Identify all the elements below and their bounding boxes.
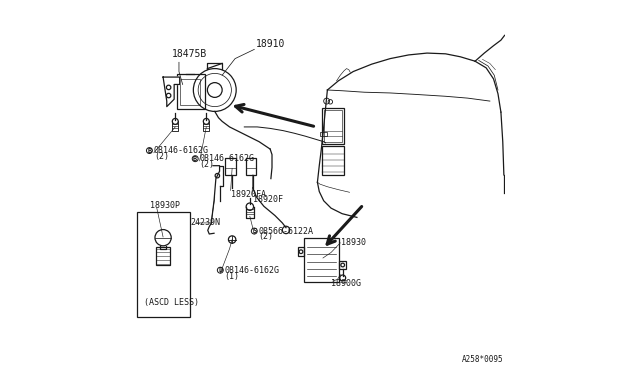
Text: 18920F: 18920F	[253, 195, 283, 204]
Text: 08146-6162G: 08146-6162G	[200, 154, 255, 163]
Bar	[322, 146, 344, 175]
Bar	[246, 158, 257, 175]
Text: (2): (2)	[259, 232, 274, 241]
Bar	[322, 109, 344, 144]
Bar	[225, 158, 236, 175]
Bar	[177, 74, 205, 109]
Text: (ASCD LESS): (ASCD LESS)	[143, 298, 198, 307]
Bar	[137, 212, 190, 317]
Text: B: B	[193, 155, 197, 162]
Text: 18475B: 18475B	[172, 49, 207, 59]
Bar	[298, 247, 304, 256]
Text: S: S	[252, 228, 257, 234]
Text: A258*0095: A258*0095	[462, 355, 504, 364]
Bar	[339, 261, 346, 269]
Bar	[324, 110, 342, 142]
Polygon shape	[163, 77, 180, 107]
Text: (1): (1)	[225, 272, 240, 280]
Text: (2): (2)	[154, 152, 169, 161]
Bar	[304, 238, 339, 282]
Text: (2): (2)	[200, 160, 214, 169]
Bar	[180, 79, 200, 105]
Text: 08146-6162G: 08146-6162G	[225, 266, 280, 275]
Bar	[320, 132, 326, 136]
Text: D: D	[218, 267, 223, 273]
Text: 18920FA: 18920FA	[232, 190, 266, 199]
Text: 08146-6162G: 08146-6162G	[154, 146, 209, 155]
Text: 18900G: 18900G	[331, 279, 361, 288]
Text: 18910: 18910	[255, 39, 285, 49]
Text: 18930: 18930	[341, 238, 367, 247]
Text: B: B	[147, 148, 152, 154]
Text: 24239N: 24239N	[191, 218, 221, 227]
Text: 08566-6122A: 08566-6122A	[259, 227, 314, 235]
Text: 18930P: 18930P	[150, 201, 180, 210]
Bar	[156, 247, 170, 265]
